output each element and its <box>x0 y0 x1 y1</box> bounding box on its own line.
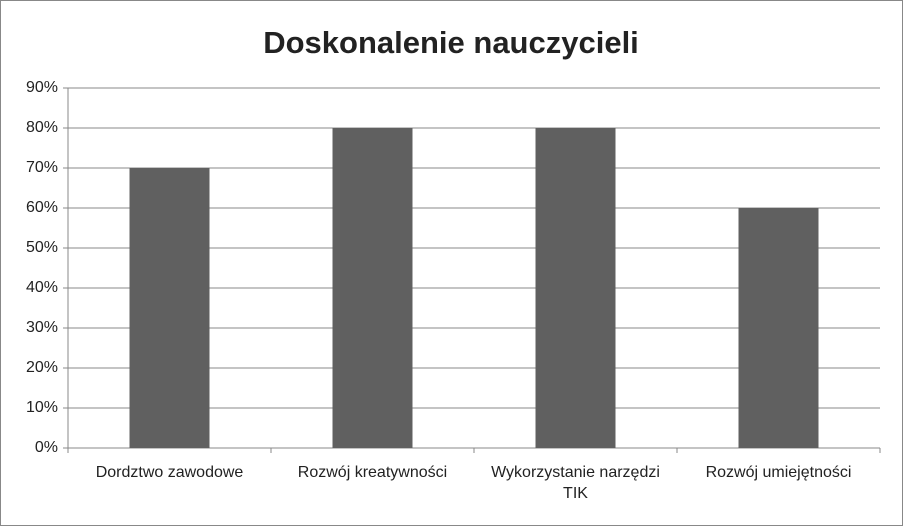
y-tick-label: 40% <box>26 279 58 296</box>
y-tick-label: 0% <box>35 439 58 456</box>
chart-title: Doskonalenie nauczycieli <box>263 25 639 60</box>
y-tick-label: 60% <box>26 199 58 216</box>
bar <box>535 128 616 448</box>
y-tick-label: 50% <box>26 239 58 256</box>
bar <box>332 128 413 448</box>
y-tick-label: 20% <box>26 359 58 376</box>
bar <box>129 168 210 448</box>
x-tick-label: Rozwój kreatywności <box>297 464 448 481</box>
x-tick-label: Wykorzystanie narzędzi TIK <box>491 464 660 502</box>
x-tick-label: Dordztwo zawodowe <box>95 464 244 481</box>
x-tick-label: Rozwój umiejętności <box>705 464 852 481</box>
y-tick-label: 90% <box>26 79 58 96</box>
y-tick-label: 30% <box>26 319 58 336</box>
y-tick-label: 10% <box>26 399 58 416</box>
y-tick-label: 80% <box>26 119 58 136</box>
bar <box>738 208 819 448</box>
y-tick-label: 70% <box>26 159 58 176</box>
